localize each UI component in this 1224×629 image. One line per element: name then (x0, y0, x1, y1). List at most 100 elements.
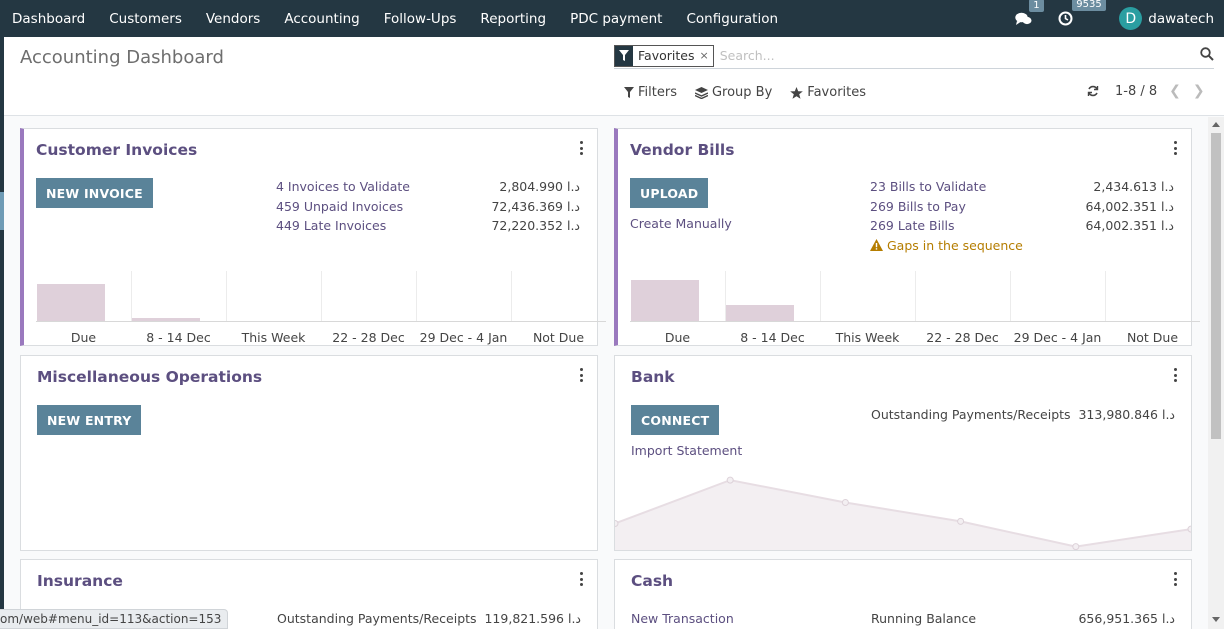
stat-row[interactable]: 459 Unpaid Invoices 72,436.369 د.ا (276, 197, 580, 217)
create-manually-link[interactable]: Create Manually (630, 216, 732, 231)
kebab-menu-icon[interactable] (579, 368, 583, 382)
kebab-menu-icon[interactable] (1173, 141, 1177, 155)
bank-title[interactable]: Bank (631, 368, 675, 386)
stat-label[interactable]: 449 Late Invoices (276, 218, 387, 234)
chart-point[interactable] (615, 520, 619, 527)
menu-follow-ups[interactable]: Follow-Ups (383, 10, 457, 27)
insurance-title[interactable]: Insurance (37, 572, 123, 590)
stat-row[interactable]: 269 Late Bills 64,002.351 د.ا (870, 216, 1174, 236)
menu-pdc-payment[interactable]: PDC payment (570, 10, 663, 27)
new-entry-button[interactable]: NEW ENTRY (37, 405, 142, 435)
chart-gridline (226, 271, 227, 321)
insurance-stats: Outstanding Payments/Receipts 119,821.596… (277, 609, 581, 629)
chart-point[interactable] (1072, 543, 1080, 550)
chart-bar[interactable] (631, 280, 700, 321)
control-panel: Accounting Dashboard Favorites × Filters… (4, 37, 1224, 116)
chart-gridline (131, 271, 132, 321)
search-input[interactable] (719, 48, 1190, 63)
menu-customers[interactable]: Customers (109, 10, 182, 27)
stat-label[interactable]: 4 Invoices to Validate (276, 179, 410, 195)
kebab-menu-icon[interactable] (1173, 572, 1177, 586)
stat-row[interactable]: Outstanding Payments/Receipts 119,821.596… (277, 609, 581, 629)
left-side-marker (0, 192, 4, 230)
chart-point[interactable] (726, 476, 734, 484)
chart-point[interactable] (1187, 525, 1191, 533)
scroll-up-icon[interactable] (1212, 122, 1220, 127)
menu-accounting[interactable]: Accounting (284, 10, 360, 27)
scrollbar-thumb[interactable] (1211, 133, 1221, 439)
menu-dashboard[interactable]: Dashboard (12, 10, 86, 27)
menu-reporting[interactable]: Reporting (480, 10, 547, 27)
chart-tick-label: This Week (835, 330, 900, 345)
kebab-menu-icon[interactable] (579, 141, 583, 155)
groupby-button[interactable]: Group By (694, 85, 772, 100)
chart-tick-label: Due (664, 330, 691, 345)
invoices-bar-chart[interactable]: Due 8 - 14 Dec This Week 22 - 28 Dec 29 Dec … (36, 271, 606, 346)
search-facet: Favorites × (614, 44, 714, 67)
favorites-button[interactable]: Favorites (790, 85, 866, 100)
connect-button[interactable]: CONNECT (631, 405, 720, 435)
main-menu: Dashboard Customers Vendors Accounting F… (0, 0, 802, 37)
pager-previous-icon[interactable]: ❮ (1169, 83, 1181, 99)
kebab-menu-icon[interactable] (579, 572, 583, 586)
stat-value: 64,002.351 د.ا (1085, 198, 1174, 214)
cash-title[interactable]: Cash (631, 572, 674, 590)
page-scrollbar[interactable] (1208, 117, 1224, 629)
new-invoice-button[interactable]: NEW INVOICE (36, 178, 153, 208)
stat-value: 2,434.613 د.ا (1093, 179, 1174, 195)
chart-tick-label: 8 - 14 Dec (740, 330, 805, 345)
misc-operations-title[interactable]: Miscellaneous Operations (37, 368, 263, 386)
stat-label[interactable]: 23 Bills to Validate (870, 179, 987, 195)
avatar[interactable]: D (1119, 7, 1143, 30)
filters-button[interactable]: Filters (624, 85, 677, 100)
pager-value[interactable]: 1-8 / 8 (1115, 83, 1158, 99)
stat-label[interactable]: 269 Bills to Pay (870, 198, 966, 214)
stat-row[interactable]: 4 Invoices to Validate 2,804.990 د.ا (276, 177, 580, 197)
chart-tick-label: 22 - 28 Dec (332, 330, 405, 345)
facet-remove-icon[interactable]: × (699, 49, 709, 62)
top-navbar: Dashboard Customers Vendors Accounting F… (0, 0, 1224, 37)
stat-value: 72,220.352 د.ا (491, 218, 580, 234)
cash-stats: Running Balance 656,951.365 د.ا (871, 609, 1175, 629)
filter-icon (624, 87, 634, 98)
pager-next-icon[interactable]: ❯ (1192, 83, 1205, 99)
sequence-warning[interactable]: Gaps in the sequence (870, 236, 1174, 256)
vendor-bills-title[interactable]: Vendor Bills (630, 141, 735, 159)
search-icon[interactable] (1200, 47, 1214, 65)
chart-gridline (321, 271, 322, 321)
stat-row[interactable]: 23 Bills to Validate 2,434.613 د.ا (870, 177, 1174, 197)
chart-bar[interactable] (37, 284, 106, 321)
dashboard-content: Customer Invoices NEW INVOICE 4 Invoices… (4, 117, 1224, 629)
chart-point[interactable] (841, 499, 849, 506)
chart-bar[interactable] (132, 318, 201, 321)
cash-card: Cash New Transaction Running Balance 656,… (614, 559, 1192, 629)
user-menu[interactable]: dawatech (1148, 10, 1214, 27)
stat-label[interactable]: 269 Late Bills (870, 218, 955, 234)
import-statement-link[interactable]: Import Statement (631, 443, 743, 458)
stat-label[interactable]: 459 Unpaid Invoices (276, 198, 404, 214)
left-side-strip (0, 37, 4, 629)
messages-button[interactable]: 1 (1015, 0, 1044, 26)
chart-gridline (820, 271, 821, 321)
kebab-menu-icon[interactable] (1173, 368, 1177, 382)
refresh-icon[interactable] (1087, 85, 1099, 97)
menu-vendors[interactable]: Vendors (205, 10, 261, 27)
activities-button[interactable]: 9535 (1058, 0, 1106, 26)
stat-row[interactable]: 449 Late Invoices 72,220.352 د.ا (276, 216, 580, 236)
bills-bar-chart[interactable]: Due 8 - 14 Dec This Week 22 - 28 Dec 29 Dec … (630, 271, 1200, 346)
chart-bar[interactable] (726, 304, 795, 321)
search-bar: Favorites × (614, 43, 1214, 69)
stat-row[interactable]: 269 Bills to Pay 64,002.351 د.ا (870, 197, 1174, 217)
bank-area-chart[interactable] (615, 474, 1191, 550)
upload-button[interactable]: UPLOAD (630, 178, 709, 208)
chart-tick-label: Due (70, 330, 97, 345)
scroll-down-icon[interactable] (1212, 617, 1220, 622)
menu-configuration[interactable]: Configuration (686, 10, 779, 27)
stat-row[interactable]: Outstanding Payments/Receipts 313,980.846… (871, 405, 1175, 425)
status-url-tooltip: om/web#menu_id=113&action=153 (0, 609, 229, 629)
chart-point[interactable] (957, 517, 965, 525)
stat-row[interactable]: Running Balance 656,951.365 د.ا (871, 609, 1175, 629)
new-transaction-link[interactable]: New Transaction (631, 611, 734, 626)
customer-invoices-title[interactable]: Customer Invoices (36, 141, 198, 159)
stat-value: 313,980.846 د.ا (1078, 407, 1175, 423)
